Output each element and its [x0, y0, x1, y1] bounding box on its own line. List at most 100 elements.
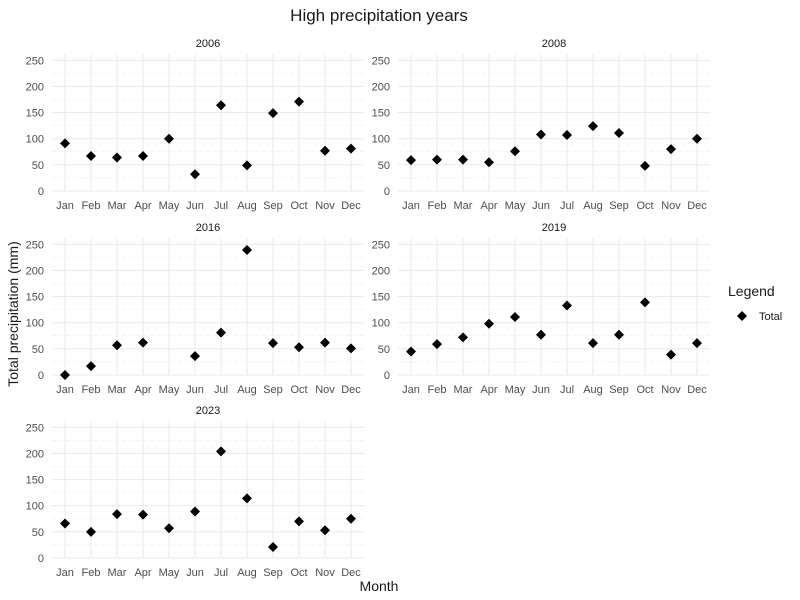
data-point-2016-apr [138, 337, 148, 348]
data-point-2008-oct [640, 160, 650, 171]
data-point-2023-oct [294, 516, 304, 527]
x-tick-label: Aug [237, 567, 257, 579]
x-tick-label: Nov [315, 567, 335, 579]
data-point-2016-mar [112, 340, 122, 351]
y-axis-title: Total precipitation (mm) [5, 241, 21, 387]
y-tick-label: 0 [384, 186, 390, 198]
x-tick-label: Jul [560, 200, 574, 212]
x-tick-label: Sep [263, 567, 283, 579]
data-point-2006-jun [190, 169, 200, 180]
y-tick-label: 150 [372, 292, 390, 304]
y-tick-label: 0 [38, 553, 44, 565]
data-point-2019-dec [692, 338, 702, 349]
x-tick-label: Jun [532, 200, 550, 212]
y-tick-label: 250 [26, 422, 44, 434]
x-tick-label: Oct [636, 384, 653, 396]
legend-title: Legend [728, 283, 775, 299]
x-tick-label: Mar [108, 567, 127, 579]
y-tick-label: 250 [26, 55, 44, 67]
y-tick-label: 200 [26, 81, 44, 93]
data-point-2019-nov [666, 349, 676, 360]
x-tick-label: Jun [186, 567, 204, 579]
x-tick-label: Oct [290, 384, 307, 396]
data-point-2006-oct [294, 96, 304, 107]
x-tick-label: Feb [428, 200, 447, 212]
panel-title-2023: 2023 [196, 405, 220, 417]
x-tick-label: May [505, 200, 526, 212]
x-tick-label: Jun [186, 200, 204, 212]
legend-label-total: Total [759, 311, 782, 323]
panels: 2006 0 50 100 150 200 250 Jan Feb Mar Apr May Jun Jul… [26, 38, 710, 579]
y-tick-label: 0 [38, 370, 44, 382]
data-point-2016-sep [268, 338, 278, 349]
data-point-2019-sep [614, 329, 624, 340]
x-tick-label: Feb [428, 384, 447, 396]
y-tick-label: 200 [372, 81, 390, 93]
x-tick-label: Sep [263, 384, 283, 396]
data-point-2008-aug [588, 121, 598, 132]
x-tick-label: Dec [687, 384, 707, 396]
x-tick-label: Apr [480, 200, 497, 212]
x-tick-label: Jan [56, 567, 74, 579]
data-point-2019-jun [536, 329, 546, 340]
x-tick-label: Jan [56, 384, 74, 396]
x-tick-label: Dec [341, 567, 361, 579]
x-tick-label: Aug [583, 384, 603, 396]
x-tick-label: Jun [186, 384, 204, 396]
data-point-2006-aug [242, 160, 252, 171]
data-point-2006-sep [268, 108, 278, 119]
panel-title-2006: 2006 [196, 38, 220, 50]
panel-2023: 2023 0 50 100 150 200 250 Jan Feb Mar Apr May Jun Jul… [26, 405, 364, 579]
x-tick-label: Jun [532, 384, 550, 396]
data-point-2016-aug [242, 245, 252, 256]
data-point-2006-apr [138, 150, 148, 161]
panel-title-2016: 2016 [196, 222, 220, 234]
data-point-2019-oct [640, 297, 650, 308]
panel-2008: 2008 0 50 100 150 200 250 Jan Feb Mar Apr May Jun Jul… [372, 38, 710, 212]
data-point-2008-mar [458, 154, 468, 165]
y-tick-label: 50 [32, 344, 44, 356]
data-point-2019-may [510, 311, 520, 322]
data-point-2006-feb [86, 150, 96, 161]
data-point-2019-mar [458, 332, 468, 343]
data-point-2016-nov [320, 337, 330, 348]
data-point-2023-jul [216, 446, 226, 457]
data-point-2006-jul [216, 100, 226, 111]
x-tick-label: May [505, 384, 526, 396]
y-tick-label: 150 [26, 475, 44, 487]
y-tick-label: 200 [26, 448, 44, 460]
data-point-2008-dec [692, 133, 702, 144]
data-point-2019-jan [406, 346, 416, 357]
chart-title: High precipitation years [290, 6, 468, 25]
x-tick-label: Feb [82, 384, 101, 396]
y-tick-label: 50 [32, 527, 44, 539]
y-tick-label: 150 [26, 108, 44, 120]
x-tick-label: Jul [214, 567, 228, 579]
y-tick-label: 150 [372, 108, 390, 120]
data-point-2023-sep [268, 542, 278, 553]
data-point-2006-may [164, 133, 174, 144]
x-tick-label: Mar [454, 384, 473, 396]
y-tick-label: 0 [38, 186, 44, 198]
data-point-2023-may [164, 523, 174, 534]
data-point-2006-dec [346, 143, 356, 154]
y-tick-label: 250 [372, 239, 390, 251]
data-point-2016-jun [190, 351, 200, 362]
y-tick-label: 50 [378, 160, 390, 172]
data-point-2006-jan [60, 138, 70, 149]
data-point-2008-jul [562, 130, 572, 141]
x-tick-label: Jan [402, 200, 420, 212]
x-tick-label: Oct [290, 567, 307, 579]
data-point-2008-jan [406, 155, 416, 166]
x-tick-label: Nov [315, 384, 335, 396]
x-tick-label: May [159, 200, 180, 212]
data-point-2023-apr [138, 509, 148, 520]
data-point-2016-jul [216, 327, 226, 338]
data-point-2023-jan [60, 518, 70, 529]
x-tick-label: May [159, 384, 180, 396]
panel-title-2019: 2019 [542, 222, 566, 234]
data-point-2016-jan [60, 370, 70, 380]
x-tick-label: Feb [82, 567, 101, 579]
data-point-2008-jun [536, 129, 546, 140]
